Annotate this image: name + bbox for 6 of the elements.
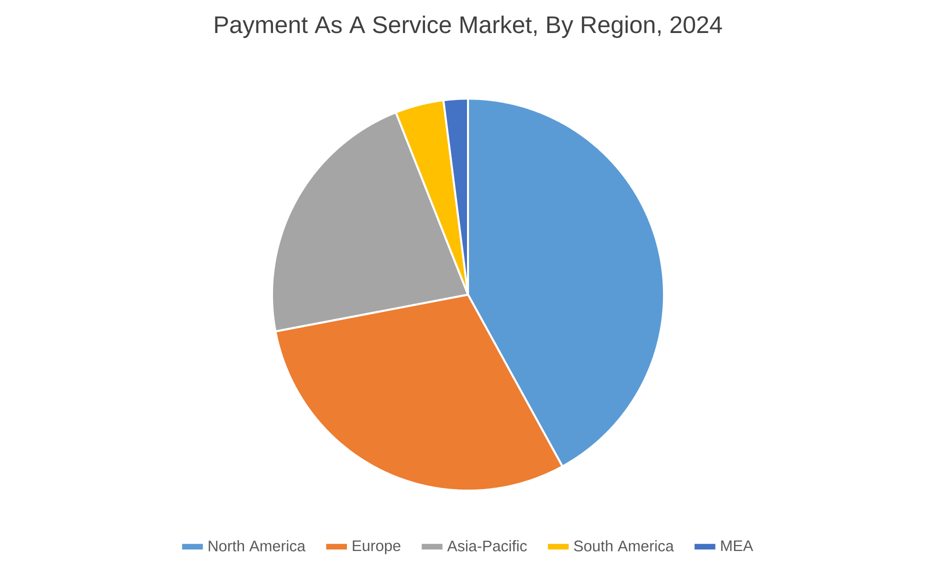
legend-label: Asia-Pacific bbox=[447, 540, 527, 552]
legend-label: South America bbox=[574, 540, 674, 552]
legend-label: Europe bbox=[352, 540, 400, 554]
chart-title: Payment As A Service Market, By Region, 2024 bbox=[215, 16, 722, 38]
legend-label: North America bbox=[208, 540, 306, 552]
legend-label: MEA bbox=[721, 540, 754, 552]
